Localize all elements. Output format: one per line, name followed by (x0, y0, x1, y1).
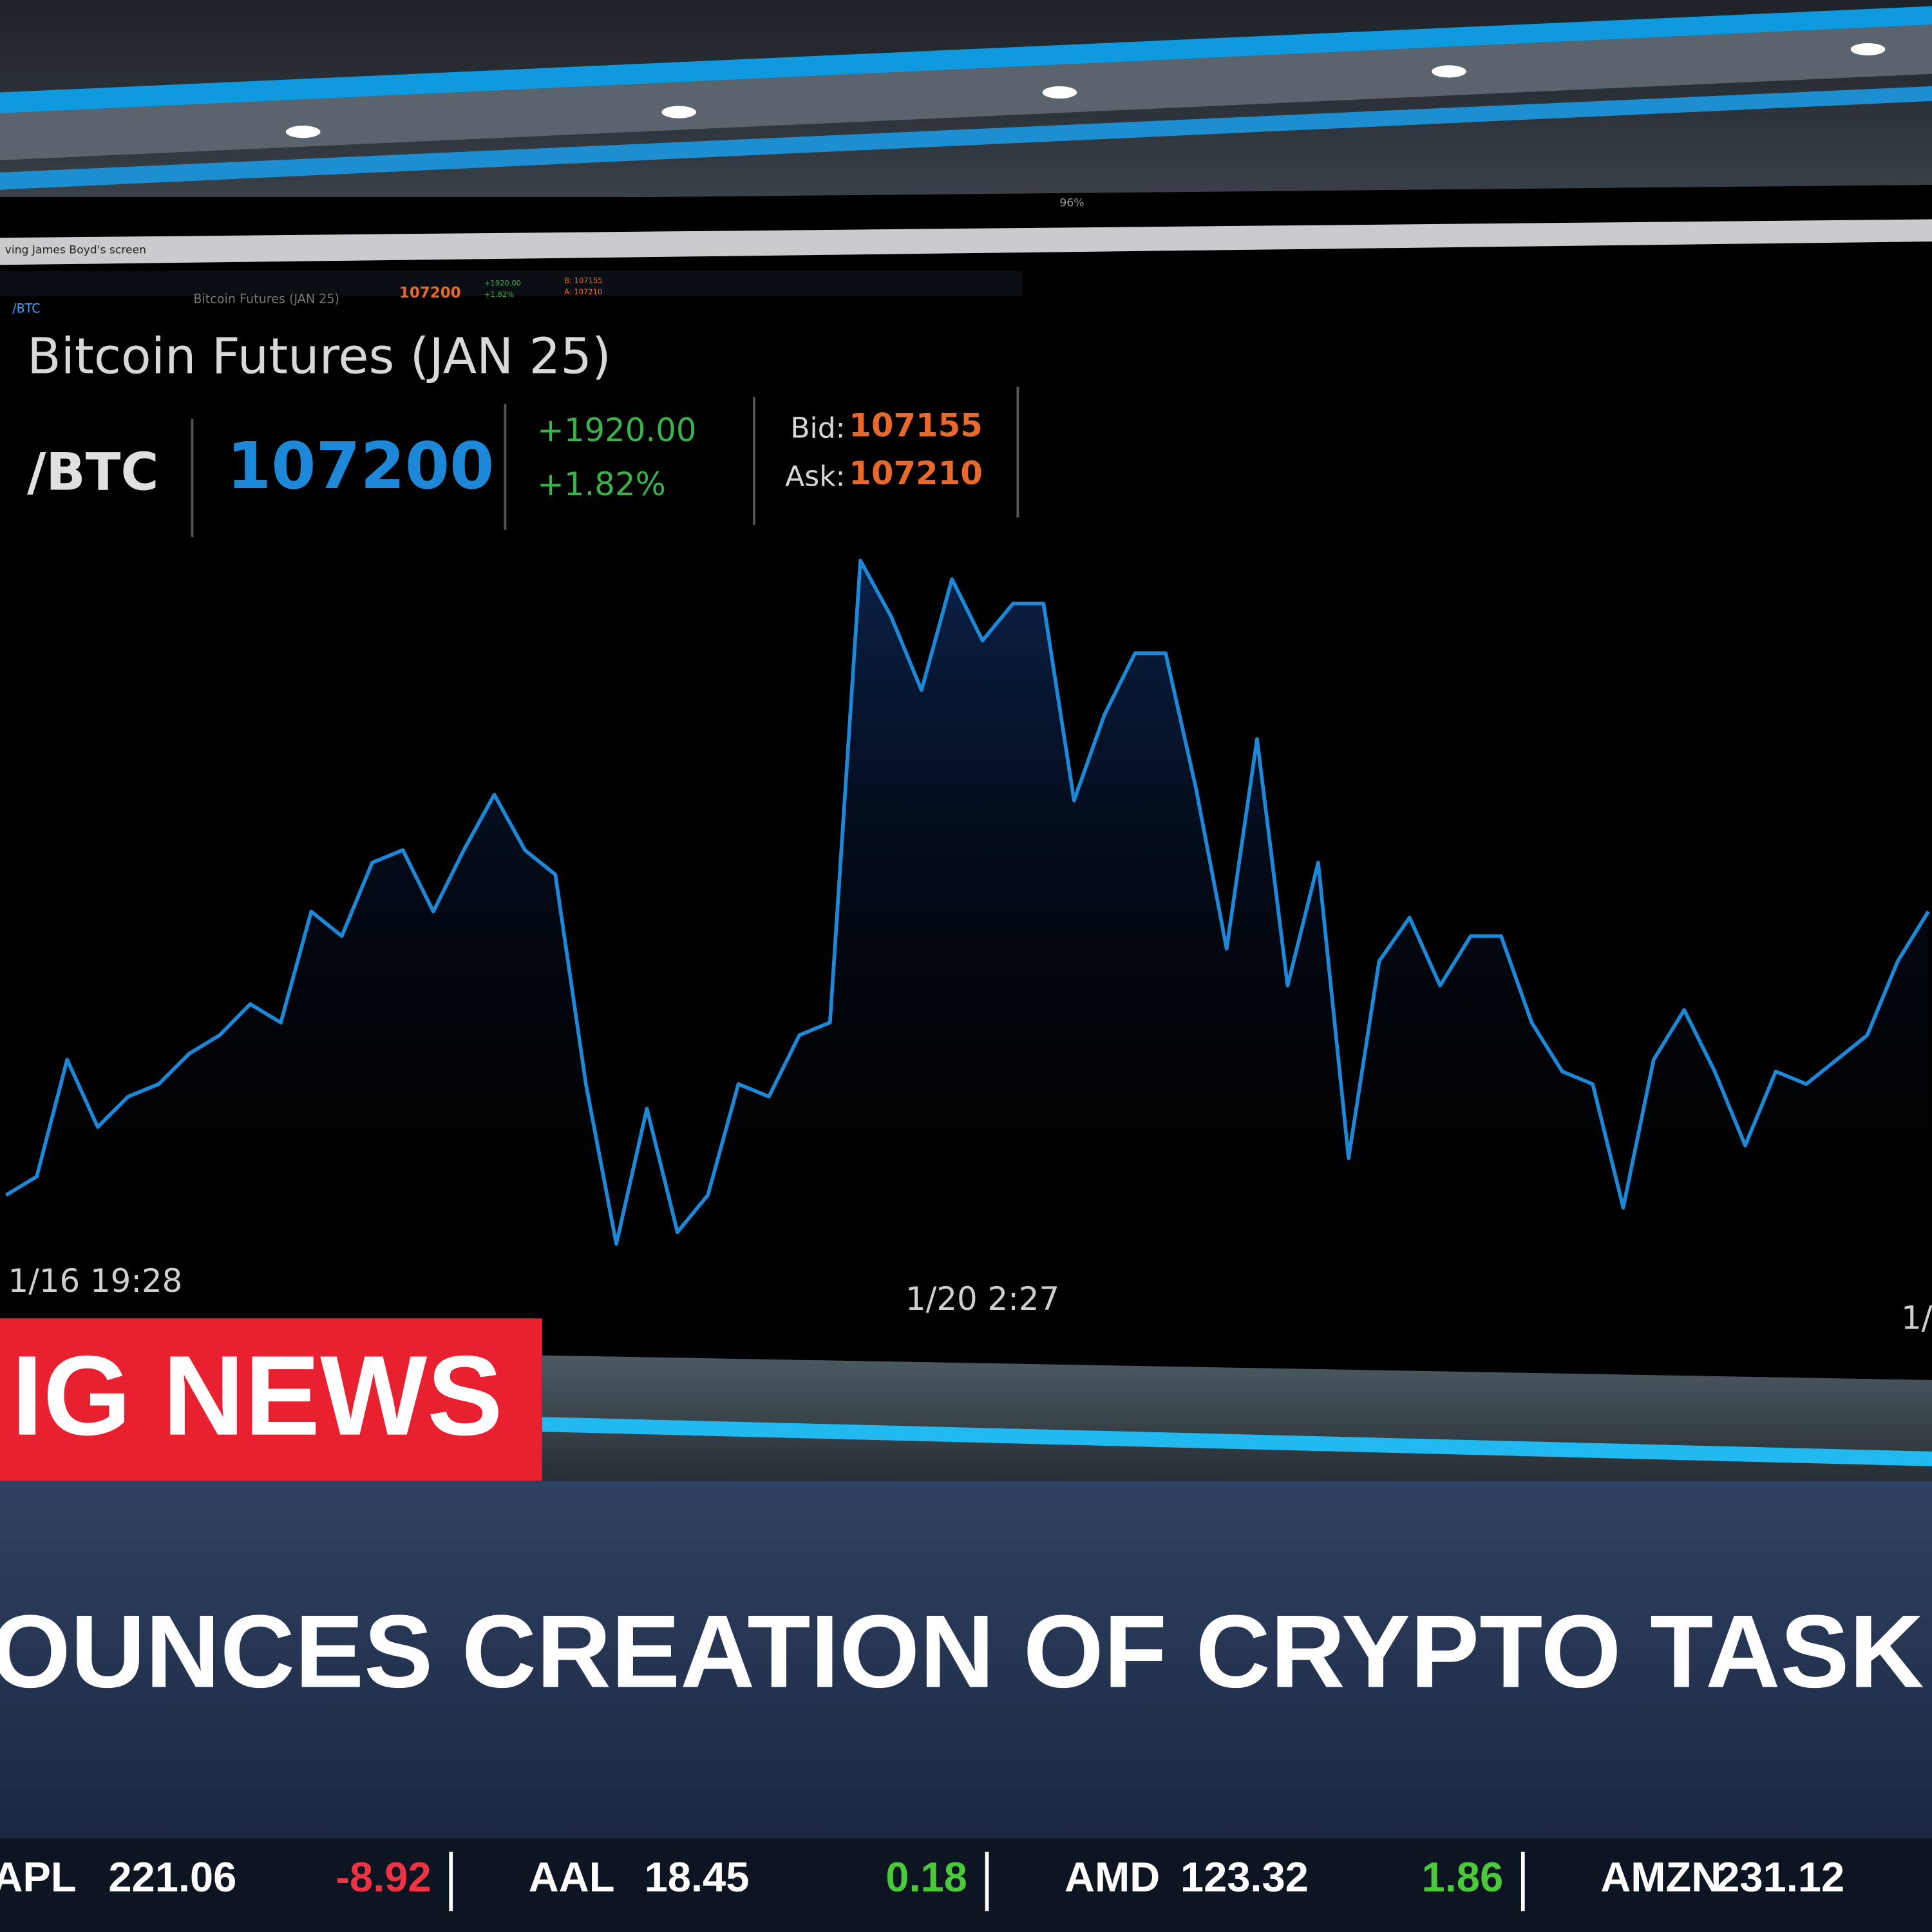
area-fill (6, 560, 1929, 1269)
ticker-price: 231.12 (1716, 1853, 1844, 1900)
x-tick-label: 1/ (1901, 1300, 1932, 1337)
ticker-price: 18.45 (645, 1853, 750, 1900)
price-chart: 1/16 19:28 1/20 2:27 1/ (5, 558, 1932, 1337)
x-tick-label: 1/20 2:27 (905, 1280, 1059, 1318)
quote-change: +1920.00 (537, 412, 696, 449)
toolbar-ask: A: 107210 (564, 287, 602, 296)
bid-value: 107155 (849, 406, 983, 444)
stock-ticker: APL 221.06 -8.92 AAL 18.45 0.18 AMD 123.32 1.86 A… (0, 1852, 1844, 1911)
ticker-symbol: AMZN (1600, 1853, 1721, 1900)
ticker-change: 0.18 (886, 1853, 967, 1900)
price-line (5, 558, 1930, 1246)
headline: OUNCES CREATION OF CRYPTO TASK FORC (0, 1595, 1932, 1710)
x-tick-label: 1/16 19:28 (8, 1262, 182, 1300)
ceiling-light (1042, 86, 1077, 99)
ticker-symbol: AAL (529, 1853, 615, 1900)
quote-title: Bitcoin Futures (JAN 25) (27, 328, 611, 386)
light-strip (0, 6, 1932, 114)
toolbar-bid: B: 107155 (564, 276, 602, 285)
quote-change-pct: +1.82% (537, 466, 666, 503)
ceiling-light (1432, 65, 1466, 78)
headline-panel (0, 1481, 1932, 1839)
banner-label: IG NEWS (12, 1333, 503, 1459)
breaking-banner (0, 1318, 542, 1481)
ticker-symbol: APL (0, 1853, 77, 1900)
toolbar-last: 107200 (399, 285, 461, 301)
bid-label: Bid: (790, 412, 845, 445)
studio-floor (542, 1355, 1932, 1485)
quote-last: 107200 (227, 430, 494, 504)
ask-label: Ask: (785, 460, 845, 493)
toolbar-symbol: /BTC (12, 301, 40, 316)
floor-light (542, 1417, 1932, 1466)
toolbar-name: Bitcoin Futures (JAN 25) (193, 291, 339, 306)
ticker-bar (0, 1838, 1932, 1932)
ceiling-light (285, 126, 321, 138)
ceiling-light (661, 106, 696, 118)
ceiling-light (1850, 43, 1886, 56)
window-title: ving James Boyd's screen (5, 243, 146, 256)
toolbar (0, 270, 1023, 296)
window-bar (0, 219, 1932, 265)
ticker-price: 221.06 (108, 1853, 236, 1900)
toolbar-change-pct: +1.82% (484, 290, 514, 299)
light-strip (0, 86, 1932, 190)
ticker-price: 123.32 (1180, 1853, 1309, 1900)
ask-value: 107210 (849, 455, 983, 492)
quote-symbol: /BTC (27, 441, 158, 502)
ticker-symbol: AMD (1065, 1853, 1160, 1900)
ticker-change: 1.86 (1422, 1853, 1504, 1900)
ceiling-panel (0, 24, 1932, 160)
zoom-level: 96% (1059, 197, 1084, 210)
ticker-change: -8.92 (336, 1853, 431, 1900)
toolbar-change: +1920.00 (484, 279, 521, 288)
